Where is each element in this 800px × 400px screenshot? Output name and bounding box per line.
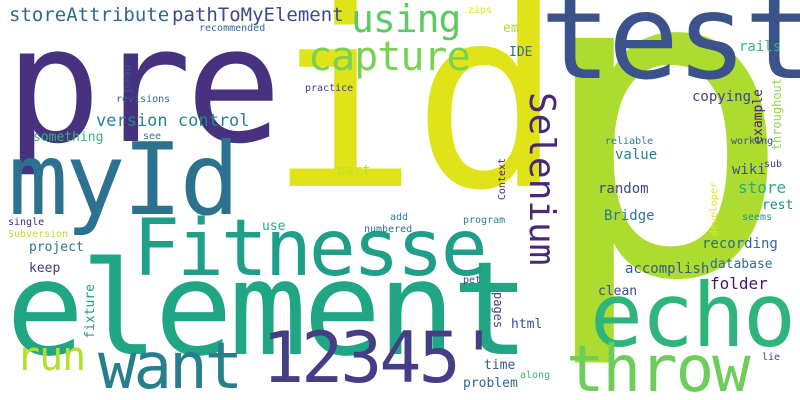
word-rails: rails [739,39,782,55]
word-element: element [6,233,530,385]
word-p: p [535,0,794,375]
word-version-control: version control [96,111,250,131]
word-see: see [143,131,162,142]
word-store: store [738,178,787,197]
word-working: working [731,136,774,147]
word-practice: practice [305,83,354,94]
word-database: database [710,257,773,272]
word-developer: developer [709,182,720,237]
word-keep: keep [29,261,61,276]
word-test: test [540,0,800,106]
word-seems: seems [742,212,773,223]
word-accomplish: accomplish [625,261,710,277]
word-using: using [351,0,461,41]
word-folder: folder [710,274,768,293]
word-myid: myId [8,121,240,238]
word-need: need [121,64,135,93]
word-something: something [33,130,104,145]
word-fixture: fixture [83,284,98,339]
word-lie: lie [762,352,781,363]
word-wiki: wiki [732,162,766,178]
word-subversion: Subversion [8,229,69,240]
word-recording: recording [702,236,778,252]
word-rest: rest [762,198,794,213]
word-time: time [484,358,516,373]
word-copying: copying [692,89,752,105]
word-sub: sub [764,159,783,170]
word-run: run [16,334,86,380]
word-random: random [598,181,649,197]
word-echo: echo [590,264,796,367]
word-throw: throw [566,333,751,400]
word-use: use [262,219,286,234]
word-program: program [463,215,506,226]
word-capture: capture [308,34,471,80]
word-value: value [615,147,658,163]
word-problem: problem [463,376,518,391]
word-bridge: Bridge [604,208,655,224]
word-pet: pet [463,275,482,286]
word-em: em [503,21,519,36]
word-add: add [390,212,409,223]
word-zips: zips [468,5,493,16]
word-part: part [337,163,371,179]
word-project: project [29,240,84,255]
word-id: id [268,0,563,245]
word-selenium: Selenium [521,92,562,266]
word-12345: 12345' [262,317,500,399]
word-reliable: reliable [605,136,654,147]
word-clean: clean [598,284,638,299]
word-pages: pages [491,292,505,329]
word-along: along [520,370,551,381]
word-recommended: recommended [199,23,266,34]
word-ide: IDE [509,45,533,60]
word-fitnesse: Fitnesse [133,204,488,294]
word-numbered: numbered [364,224,413,235]
word-pathtomyelement: pathToMyElement [172,4,344,26]
word-pre: pre [5,0,282,179]
word-context: Context [497,158,508,201]
word-single: single [8,217,45,228]
word-revisions: revisions [116,94,171,105]
word-html: html [511,317,543,332]
word-want: want [98,330,243,400]
word-storeattribute: storeAttribute [9,4,170,26]
